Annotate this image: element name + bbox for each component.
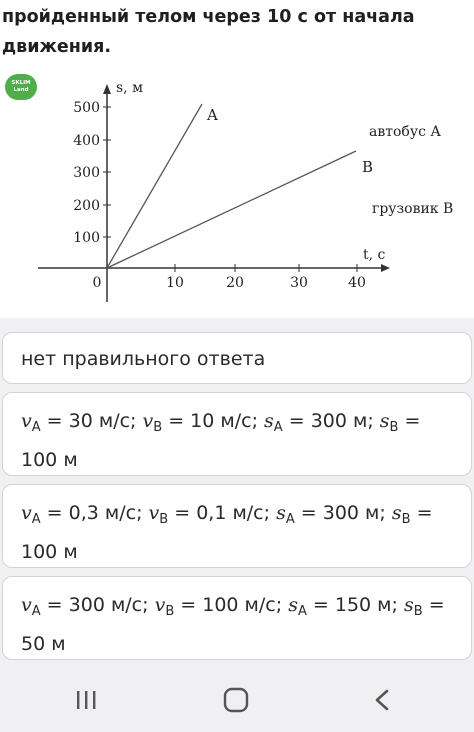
legend-a: автобус А xyxy=(369,124,441,140)
opt3-sb-unit: м xyxy=(63,541,78,563)
eq-sign: = xyxy=(162,410,191,432)
eq-sign: = xyxy=(40,502,69,524)
y-tick-label-400: 400 xyxy=(73,133,100,149)
var-s: s xyxy=(264,410,274,432)
y-tick-label-300: 300 xyxy=(73,165,100,181)
sub-b: B xyxy=(389,420,399,435)
opt2-sb: 100 xyxy=(21,449,58,471)
y-tick-label-200: 200 xyxy=(73,198,100,214)
opt3-sb: 100 xyxy=(21,541,58,563)
sub-a: A xyxy=(285,512,295,527)
eq-sign: = xyxy=(398,410,421,432)
var-v: v xyxy=(148,502,160,524)
answer-option-2[interactable]: vA = 30 м/с; vB = 10 м/с; sA = 300 м; sB… xyxy=(2,392,472,476)
eq-sign: = xyxy=(294,502,323,524)
x-axis-label: t, с xyxy=(363,247,386,263)
back-icon xyxy=(375,689,389,711)
system-navbar xyxy=(0,668,474,732)
opt3-vb: 0,1 м/с xyxy=(196,502,264,524)
x-tick-label-0: 0 xyxy=(93,275,102,291)
y-tick-label-500: 500 xyxy=(73,100,100,116)
var-v: v xyxy=(21,410,32,432)
eq-sign: = xyxy=(40,594,69,616)
answer-option-1-text: нет правильного ответа xyxy=(21,348,266,370)
var-v: v xyxy=(21,502,32,524)
y-tick-label-100: 100 xyxy=(73,230,100,246)
eq-sign: = xyxy=(40,410,69,432)
x-tick-label-30: 30 xyxy=(290,275,308,291)
line-b xyxy=(106,150,357,269)
x-tick-label-20: 20 xyxy=(226,275,244,291)
opt4-sb-unit: м xyxy=(51,633,66,655)
logo-line-2: Land xyxy=(13,87,29,93)
opt2-sb-unit: м xyxy=(63,449,78,471)
sub-a: A xyxy=(31,512,41,527)
recent-apps-button[interactable] xyxy=(64,682,108,718)
answer-option-1[interactable]: нет правильного ответа xyxy=(2,332,472,384)
sub-a: A xyxy=(297,604,307,619)
eq-sign: = xyxy=(168,502,197,524)
graph-svg: 100 200 300 400 500 0 10 20 30 40 s, м t… xyxy=(38,80,453,302)
y-axis-label: s, м xyxy=(116,80,143,96)
logo-line-1: SKLIM xyxy=(11,80,31,86)
sub-b: B xyxy=(153,420,163,435)
opt4-va: 300 м/с xyxy=(68,594,143,616)
question-text: пройденный телом через 10 с от начала дв… xyxy=(2,7,415,57)
var-v: v xyxy=(154,594,166,616)
answer-option-4[interactable]: vA = 300 м/с; vB = 100 м/с; sA = 150 м; … xyxy=(2,576,472,660)
sub-b: B xyxy=(165,604,175,619)
var-s: s xyxy=(391,502,402,524)
var-s: s xyxy=(288,594,298,616)
var-s: s xyxy=(403,594,414,616)
opt2-va: 30 м/с xyxy=(68,410,131,432)
x-tick-label-10: 10 xyxy=(166,275,184,291)
home-button[interactable] xyxy=(214,682,258,718)
x-tick-label-40: 40 xyxy=(348,275,366,291)
opt3-va: 0,3 м/с xyxy=(68,502,137,524)
var-v: v xyxy=(142,410,154,432)
sub-b: B xyxy=(413,604,423,619)
opt4-sa: 150 м xyxy=(334,594,392,616)
app-logo: SKLIM Land xyxy=(5,74,37,100)
back-button[interactable] xyxy=(362,682,402,718)
line-b-label: B xyxy=(362,158,373,176)
y-axis-arrow xyxy=(103,84,111,94)
x-axis-arrow xyxy=(381,264,390,272)
sub-a: A xyxy=(31,420,41,435)
legend-b: грузовик В xyxy=(372,201,453,217)
opt4-vb: 100 м/с xyxy=(202,594,276,616)
eq-sign: = xyxy=(282,410,311,432)
distance-time-graph: 100 200 300 400 500 0 10 20 30 40 s, м t… xyxy=(0,70,474,310)
eq-sign: = xyxy=(428,594,445,616)
var-s: s xyxy=(379,410,390,432)
sub-b: B xyxy=(159,512,169,527)
line-a xyxy=(106,103,203,269)
var-v: v xyxy=(21,594,32,616)
opt2-vb: 10 м/с xyxy=(190,410,252,432)
sub-a: A xyxy=(31,604,41,619)
home-icon xyxy=(223,687,249,713)
eq-sign: = xyxy=(174,594,203,616)
question-area: пройденный телом через 10 с от начала дв… xyxy=(0,0,474,318)
eq-sign: = xyxy=(410,502,433,524)
var-s: s xyxy=(276,502,286,524)
line-a-label: A xyxy=(206,106,218,124)
opt4-sb: 50 xyxy=(21,633,46,655)
opt3-sa: 300 м xyxy=(322,502,380,524)
eq-sign: = xyxy=(306,594,335,616)
sub-b: B xyxy=(401,512,411,527)
recent-apps-icon xyxy=(77,691,96,709)
opt2-sa: 300 м xyxy=(310,410,368,432)
answer-option-3[interactable]: vA = 0,3 м/с; vB = 0,1 м/с; sA = 300 м; … xyxy=(2,484,472,568)
sub-a: A xyxy=(273,420,283,435)
